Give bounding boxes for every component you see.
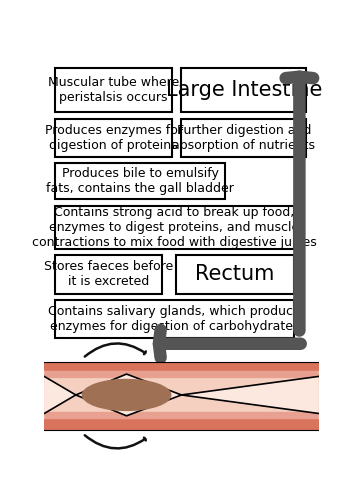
Polygon shape [44,419,319,430]
FancyBboxPatch shape [55,163,225,200]
FancyBboxPatch shape [176,255,294,294]
Polygon shape [44,362,319,430]
Polygon shape [44,362,319,370]
Text: Large Intestine: Large Intestine [166,80,322,100]
FancyBboxPatch shape [55,300,294,338]
Text: Further digestion and
absorption of nutrients: Further digestion and absorption of nutr… [172,124,315,152]
Text: Muscular tube where
peristalsis occurs: Muscular tube where peristalsis occurs [48,76,179,104]
Bar [44,362,319,430]
FancyBboxPatch shape [182,118,306,157]
Polygon shape [44,374,319,416]
FancyBboxPatch shape [55,118,172,157]
Text: Produces bile to emulsify
fats, contains the gall bladder: Produces bile to emulsify fats, contains… [46,167,234,195]
Polygon shape [44,370,319,378]
Text: Rectum: Rectum [195,264,275,284]
Ellipse shape [82,379,171,411]
Text: Stores faeces before
it is excreted: Stores faeces before it is excreted [44,260,173,288]
Text: Produces enzymes for
digestion of proteins: Produces enzymes for digestion of protei… [45,124,183,152]
FancyBboxPatch shape [55,206,294,248]
Text: Contains salivary glands, which produce
enzymes for digestion of carbohydrates: Contains salivary glands, which produce … [48,305,301,333]
Polygon shape [44,412,319,419]
FancyBboxPatch shape [55,68,172,112]
FancyBboxPatch shape [55,255,162,294]
FancyBboxPatch shape [182,68,306,112]
Text: Contains strong acid to break up food,
enzymes to digest proteins, and muscle
co: Contains strong acid to break up food, e… [32,206,317,248]
